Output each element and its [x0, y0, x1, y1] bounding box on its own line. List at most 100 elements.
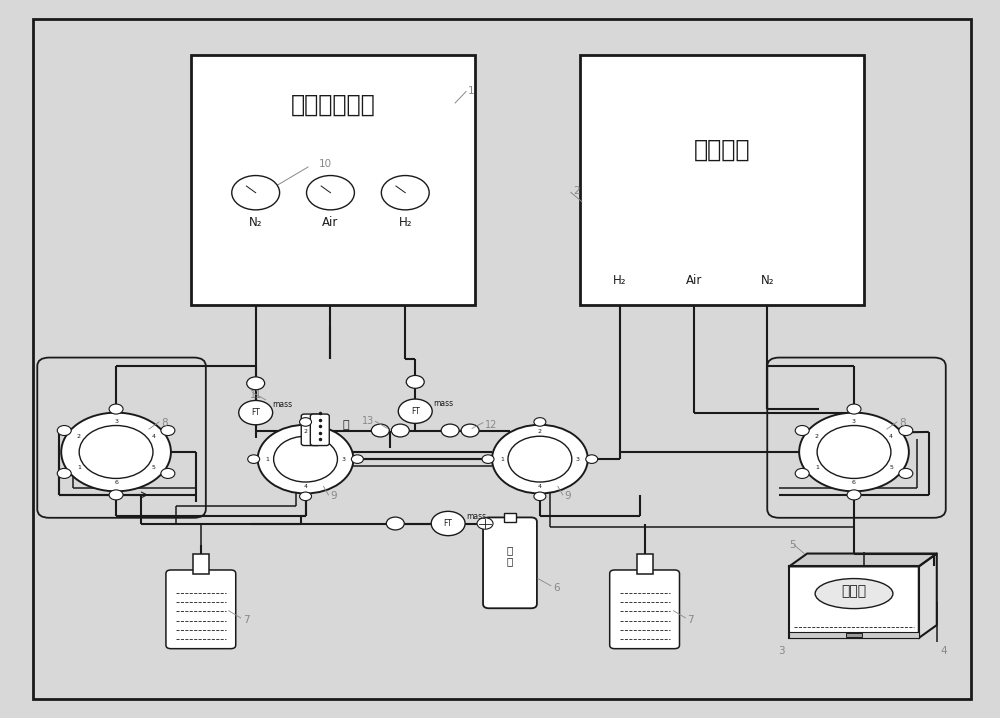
Circle shape — [258, 425, 353, 493]
Bar — [789, 633, 919, 638]
Text: 9: 9 — [565, 491, 571, 501]
Text: 3: 3 — [852, 419, 856, 424]
Circle shape — [57, 468, 71, 478]
Text: H₂: H₂ — [399, 216, 412, 229]
FancyBboxPatch shape — [310, 414, 329, 446]
Text: 11: 11 — [250, 390, 262, 400]
Circle shape — [247, 377, 265, 390]
Circle shape — [351, 454, 363, 463]
Circle shape — [61, 413, 171, 491]
Circle shape — [534, 418, 546, 426]
Text: 3: 3 — [341, 457, 345, 462]
Text: 气
瓶: 气 瓶 — [507, 545, 513, 567]
Text: Air: Air — [322, 216, 339, 229]
Text: 1: 1 — [266, 457, 270, 462]
FancyBboxPatch shape — [301, 414, 320, 446]
Circle shape — [441, 424, 459, 437]
Text: 1: 1 — [468, 86, 475, 96]
Text: 4: 4 — [940, 645, 947, 656]
Circle shape — [431, 511, 465, 536]
Circle shape — [492, 425, 588, 493]
Circle shape — [406, 376, 424, 388]
Circle shape — [795, 468, 809, 478]
Circle shape — [482, 454, 494, 463]
Circle shape — [57, 426, 71, 436]
Text: 2: 2 — [538, 429, 542, 434]
Circle shape — [817, 426, 891, 478]
Text: 3: 3 — [778, 645, 785, 656]
Circle shape — [109, 490, 123, 500]
Text: 2: 2 — [304, 429, 308, 434]
Circle shape — [847, 404, 861, 414]
Circle shape — [899, 468, 913, 478]
Text: Air: Air — [686, 274, 703, 286]
Text: 4: 4 — [538, 484, 542, 489]
Text: 5: 5 — [789, 540, 796, 550]
Text: 6: 6 — [114, 480, 118, 485]
Text: 5: 5 — [889, 465, 893, 470]
Bar — [504, 513, 516, 522]
Text: 7: 7 — [687, 615, 694, 625]
Text: 2: 2 — [815, 434, 819, 439]
Text: 2: 2 — [77, 434, 81, 439]
Text: 7: 7 — [243, 615, 249, 625]
Text: 3: 3 — [576, 457, 580, 462]
Bar — [637, 554, 653, 574]
Circle shape — [300, 492, 312, 500]
Text: 12: 12 — [485, 420, 497, 430]
Text: N₂: N₂ — [761, 274, 774, 286]
Text: 5: 5 — [151, 465, 155, 470]
Text: 9: 9 — [330, 491, 337, 501]
Polygon shape — [919, 554, 937, 638]
Circle shape — [534, 492, 546, 500]
Circle shape — [847, 490, 861, 500]
Text: 8: 8 — [899, 419, 906, 429]
Circle shape — [239, 401, 273, 425]
Circle shape — [508, 437, 572, 482]
Text: N₂: N₂ — [249, 216, 262, 229]
Text: 光照槽: 光照槽 — [841, 584, 867, 598]
Circle shape — [477, 518, 493, 529]
Circle shape — [795, 426, 809, 436]
Bar — [846, 633, 862, 637]
Text: 1: 1 — [500, 457, 504, 462]
Text: 4: 4 — [304, 484, 308, 489]
FancyBboxPatch shape — [610, 570, 679, 648]
Text: 6: 6 — [852, 480, 856, 485]
Bar — [789, 567, 919, 638]
Circle shape — [386, 517, 404, 530]
Circle shape — [79, 426, 153, 478]
Text: 水: 水 — [342, 420, 349, 430]
Text: mass: mass — [466, 512, 486, 521]
Text: FT: FT — [411, 406, 420, 416]
Text: FT: FT — [251, 408, 260, 417]
Circle shape — [371, 424, 389, 437]
Bar — [580, 55, 864, 305]
Text: 2: 2 — [573, 187, 579, 197]
Text: mass: mass — [273, 400, 293, 409]
Circle shape — [109, 404, 123, 414]
Circle shape — [461, 424, 479, 437]
Text: 1: 1 — [815, 465, 819, 470]
Circle shape — [381, 175, 429, 210]
Bar — [193, 554, 209, 574]
Circle shape — [248, 454, 260, 463]
Text: 6: 6 — [553, 583, 559, 593]
Ellipse shape — [815, 579, 893, 609]
Text: 3: 3 — [114, 419, 118, 424]
Text: 1: 1 — [77, 465, 81, 470]
Text: 气相色谱: 气相色谱 — [694, 138, 750, 162]
Text: 8: 8 — [161, 419, 168, 429]
Circle shape — [586, 454, 598, 463]
FancyBboxPatch shape — [166, 570, 236, 648]
Circle shape — [391, 424, 409, 437]
Text: 13: 13 — [362, 416, 375, 426]
Bar — [191, 55, 475, 305]
Circle shape — [300, 418, 312, 426]
Text: 氮氢空一体机: 氮氢空一体机 — [291, 93, 375, 117]
Text: 4: 4 — [151, 434, 155, 439]
Text: 4: 4 — [889, 434, 893, 439]
Circle shape — [232, 175, 280, 210]
Text: H₂: H₂ — [613, 274, 626, 286]
Text: mass: mass — [433, 398, 453, 408]
